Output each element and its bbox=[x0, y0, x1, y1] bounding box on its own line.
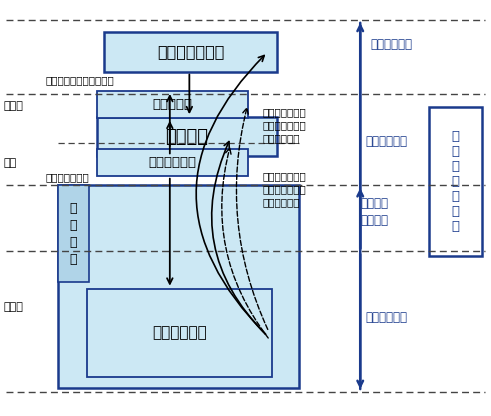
Text: 民
間
企
業
内
組
織: 民 間 企 業 内 組 織 bbox=[451, 130, 460, 233]
Text: 技術実用化後、
技術レベルを上
げる課題形成: 技術実用化後、 技術レベルを上 げる課題形成 bbox=[263, 108, 306, 143]
FancyBboxPatch shape bbox=[429, 107, 482, 255]
FancyBboxPatch shape bbox=[104, 32, 277, 72]
Text: 技術の安定化: 技術の安定化 bbox=[152, 325, 207, 341]
Text: 適用技術確立: 適用技術確立 bbox=[148, 156, 196, 169]
Text: 工場試験
開発部門: 工場試験 開発部門 bbox=[360, 197, 388, 227]
Text: 開発センター: 開発センター bbox=[365, 135, 407, 149]
Text: 性能未達か製造
が安定せず研究
仕様の見直し: 性能未達か製造 が安定せず研究 仕様の見直し bbox=[263, 172, 306, 207]
Text: 研究開発課題の絞りこみ: 研究開発課題の絞りこみ bbox=[45, 75, 114, 85]
Text: 研究開発部門: 研究開発部門 bbox=[370, 38, 412, 51]
Text: 応用研究: 応用研究 bbox=[165, 128, 208, 146]
FancyBboxPatch shape bbox=[97, 149, 248, 176]
Text: 指向型基礎研究: 指向型基礎研究 bbox=[157, 45, 224, 59]
Text: 工場技術部門: 工場技術部門 bbox=[365, 311, 407, 324]
Text: 開
発
研
究: 開 発 研 究 bbox=[70, 202, 77, 266]
FancyBboxPatch shape bbox=[57, 185, 299, 388]
FancyBboxPatch shape bbox=[97, 91, 248, 118]
Text: 技術の絞りこみ: 技術の絞りこみ bbox=[45, 172, 89, 182]
FancyBboxPatch shape bbox=[87, 289, 273, 377]
Text: ライン: ライン bbox=[4, 302, 24, 312]
Text: 実機: 実機 bbox=[4, 158, 17, 168]
FancyBboxPatch shape bbox=[57, 185, 89, 282]
Text: 試験機: 試験機 bbox=[4, 101, 24, 111]
Text: 実用化開発: 実用化開発 bbox=[152, 98, 192, 111]
FancyBboxPatch shape bbox=[97, 117, 277, 156]
